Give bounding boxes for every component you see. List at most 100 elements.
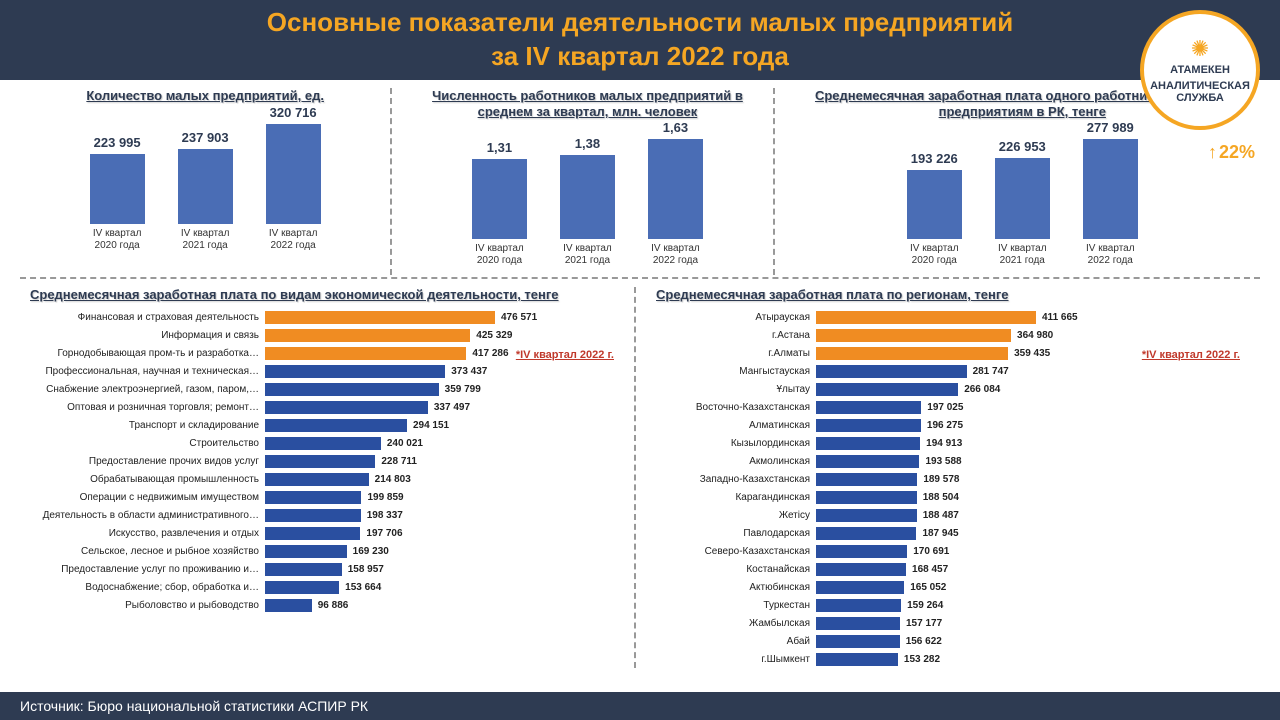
growth-value: 22% (1219, 142, 1255, 163)
hbar (265, 419, 407, 432)
hbar (816, 383, 958, 396)
hbar-label: Атырауская (656, 312, 816, 323)
hbar-row: Операции с недвижимым имуществом199 859 (30, 488, 624, 506)
hbar (816, 401, 921, 414)
hbar (816, 329, 1011, 342)
hbar-value: 359 435 (1014, 348, 1050, 359)
hbar-value: 189 578 (923, 474, 959, 485)
hbar-label: Кызылординская (656, 438, 816, 449)
hbar-track: 411 665 (816, 311, 1250, 324)
hbar (816, 437, 920, 450)
growth-annotation: ↑ 22% (1208, 142, 1255, 163)
hbar-row: Водоснабжение; сбор, обработка и… 153 664 (30, 578, 624, 596)
panel-employees-title: Численность работников малых предприятий… (412, 88, 762, 119)
hbar-track: 187 945 (816, 527, 1250, 540)
bar-value: 1,38 (575, 136, 600, 151)
top-charts-row: Количество малых предприятий, ед. 223 99… (0, 80, 1280, 275)
chart-count: 223 995IV квартал 2020 года237 903IV ква… (30, 112, 380, 252)
hbar-value: 196 275 (927, 420, 963, 431)
hbar (816, 617, 900, 630)
panel-by-activity: Среднемесячная заработная плата по видам… (20, 287, 636, 668)
hbar-label: Костанайская (656, 564, 816, 575)
hbar (265, 527, 360, 540)
hbar-track: 240 021 (265, 437, 624, 450)
hbar-label: Абай (656, 636, 816, 647)
bar (1083, 139, 1138, 239)
hbar-label: Туркестан (656, 600, 816, 611)
hbar-label: Рыболовство и рыбоводство (30, 600, 265, 611)
hbar-label: Искусство, развлечения и отдых (30, 528, 265, 539)
hbar-row: Кызылординская194 913 (656, 434, 1250, 452)
hbar (816, 455, 919, 468)
bar-value: 320 716 (270, 105, 317, 120)
hbar-label: Водоснабжение; сбор, обработка и… (30, 582, 265, 593)
hbar-label: Деятельность в области административного… (30, 510, 265, 521)
hbar-track: 158 957 (265, 563, 624, 576)
hbar (816, 419, 921, 432)
hbar (265, 401, 428, 414)
bar (907, 170, 962, 240)
bar (995, 158, 1050, 240)
hbar-track: 214 803 (265, 473, 624, 486)
hbar-label: Павлодарская (656, 528, 816, 539)
logo-brand: АТАМЕКЕН (1170, 64, 1230, 76)
bar (178, 149, 233, 223)
hbar-value: 228 711 (381, 456, 417, 467)
hbar (816, 311, 1036, 324)
hbar-value: 197 025 (927, 402, 963, 413)
bar-value: 226 953 (999, 139, 1046, 154)
hbar-track: 266 084 (816, 383, 1250, 396)
hbar-label: Алматинская (656, 420, 816, 431)
hbar-label: Западно-Казахстанская (656, 474, 816, 485)
atameken-icon: ✺ (1191, 36, 1209, 62)
hbar-track: 157 177 (816, 617, 1250, 630)
hbar-row: Информация и связь425 329 (30, 326, 624, 344)
arrow-up-icon: ↑ (1208, 142, 1217, 163)
hbar (265, 473, 369, 486)
hbar-track: 228 711 (265, 455, 624, 468)
chart-salary: ↑ 22% 193 226IV квартал 2020 года226 953… (795, 127, 1250, 267)
hbar-chart-region: Атырауская411 665г.Астана364 980г.Алматы… (656, 308, 1250, 668)
bar (90, 154, 145, 224)
hbar-track: 193 588 (816, 455, 1250, 468)
bar-period-label: IV квартал 2022 года (1075, 243, 1145, 267)
hbar-row: Финансовая и страховая деятельность476 5… (30, 308, 624, 326)
hbar-label: Предоставление услуг по проживанию и… (30, 564, 265, 575)
hbar-label: Карагандинская (656, 492, 816, 503)
bar-group: 320 716IV квартал 2022 года (258, 105, 328, 252)
hbar-track: 153 664 (265, 581, 624, 594)
hbar-value: 364 980 (1017, 330, 1053, 341)
hbar-value: 411 665 (1042, 312, 1078, 323)
hbar-value: 197 706 (366, 528, 402, 539)
bar-period-label: IV квартал 2021 года (552, 243, 622, 267)
hbar-value: 373 437 (451, 366, 487, 377)
hbar-track: 425 329 (265, 329, 624, 342)
hbar-row: Профессиональная, научная и техническая…… (30, 362, 624, 380)
hbar (265, 437, 381, 450)
logo-subtitle: АНАЛИТИЧЕСКАЯ СЛУЖБА (1144, 80, 1256, 104)
period-note-left: *IV квартал 2022 г. (516, 349, 614, 361)
hbar (816, 527, 916, 540)
hbar (816, 473, 917, 486)
hbar-row: Северо-Казахстанская170 691 (656, 542, 1250, 560)
bar-group: 1,38 IV квартал 2021 года (552, 136, 622, 268)
hbar-track: 197 025 (816, 401, 1250, 414)
hbar-track: 189 578 (816, 473, 1250, 486)
hbar-value: 153 664 (345, 582, 381, 593)
hbar-value: 476 571 (501, 312, 537, 323)
hbar-value: 240 021 (387, 438, 423, 449)
bar-group: 237 903IV квартал 2021 года (170, 130, 240, 251)
hbar-track: 294 151 (265, 419, 624, 432)
hbar-value: 158 957 (348, 564, 384, 575)
hbar-value: 294 151 (413, 420, 449, 431)
footer-source: Источник: Бюро национальной статистики А… (0, 692, 1280, 720)
hbar-row: Акмолинская193 588 (656, 452, 1250, 470)
hbar-value: 159 264 (907, 600, 943, 611)
bar-value: 1,31 (487, 140, 512, 155)
hbar-label: Обрабатывающая промышленность (30, 474, 265, 485)
hbar-label: Жетісу (656, 510, 816, 521)
divider (20, 277, 1260, 279)
hbar (265, 581, 339, 594)
region-title: Среднемесячная заработная плата по регио… (656, 287, 1250, 302)
hbar-value: 165 052 (910, 582, 946, 593)
